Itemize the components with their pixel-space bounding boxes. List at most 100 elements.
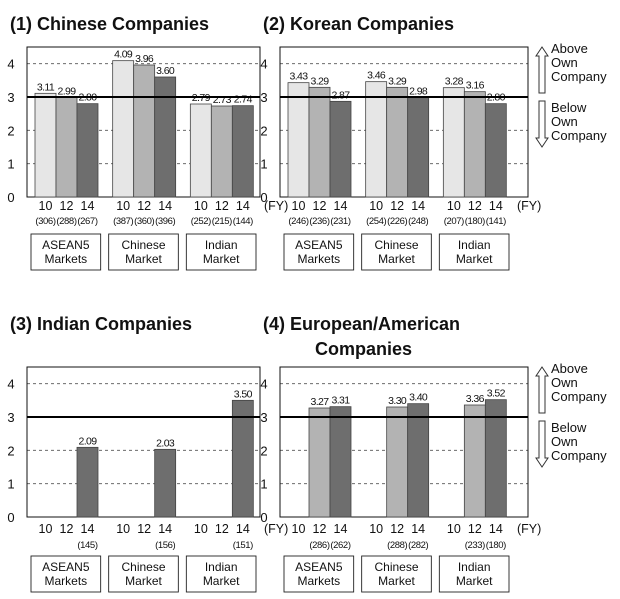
data-label: 2.74 <box>234 94 253 106</box>
market-name: Markets <box>297 252 340 266</box>
bar <box>231 399 254 518</box>
market-box <box>283 555 355 593</box>
x-tick-label: 12 <box>215 522 229 536</box>
legend-below-text: Company <box>551 128 607 143</box>
sample-size-label: (360) <box>134 216 154 227</box>
legend-above-text: Own <box>551 55 578 70</box>
chart-title: (2) Korean Companies <box>263 14 454 34</box>
bar <box>154 76 177 198</box>
bar <box>34 92 57 198</box>
bar <box>154 448 177 518</box>
y-tick-label: 2 <box>7 123 14 138</box>
data-label: 3.50 <box>234 388 253 400</box>
market-name: Market <box>378 252 415 266</box>
chart-title: (4) European/American <box>263 314 460 334</box>
data-label: 3.60 <box>156 65 175 77</box>
x-tick-label: 14 <box>158 199 172 213</box>
x-tick-label: 12 <box>390 522 404 536</box>
x-tick-label: 14 <box>158 522 172 536</box>
data-label: 3.40 <box>409 392 428 404</box>
data-label: 3.11 <box>37 81 55 93</box>
legend-below-text: Own <box>551 114 578 129</box>
x-tick-label: 12 <box>313 199 327 213</box>
market-box <box>438 555 510 593</box>
market-name: Market <box>125 574 162 588</box>
market-name: Chinese <box>121 238 165 252</box>
y-tick-label: 1 <box>260 477 267 492</box>
bar <box>112 60 135 198</box>
sample-size-label: (145) <box>77 540 97 551</box>
market-name: ASEAN5 <box>295 238 343 252</box>
data-label: 3.96 <box>135 53 154 65</box>
sample-size-label: (246) <box>288 216 308 227</box>
x-tick-label: 14 <box>411 522 425 536</box>
sample-size-label: (215) <box>212 216 232 227</box>
sample-size-label: (144) <box>233 216 253 227</box>
market-box <box>361 555 432 593</box>
y-tick-label: 0 <box>260 190 267 205</box>
data-label: 3.29 <box>388 75 407 87</box>
market-box <box>438 233 510 271</box>
data-label: 3.43 <box>289 71 308 83</box>
sample-size-label: (180) <box>465 216 485 227</box>
sample-size-label: (207) <box>444 216 464 227</box>
bar <box>463 91 486 198</box>
market-box <box>283 233 355 271</box>
x-tick-label: 12 <box>468 199 482 213</box>
data-label: 3.30 <box>388 395 407 407</box>
sample-size-label: (286) <box>309 540 329 551</box>
data-label: 3.36 <box>466 393 485 405</box>
y-tick-label: 2 <box>260 123 267 138</box>
chart-title: (3) Indian Companies <box>10 314 192 334</box>
chart-panel-2: (2) Korean Companies012343.4310(246)3.29… <box>260 14 607 271</box>
sample-size-label: (141) <box>486 216 506 227</box>
bar <box>287 82 310 198</box>
up-arrow-icon <box>535 366 549 414</box>
data-label: 3.46 <box>367 70 386 82</box>
x-tick-label: 12 <box>390 199 404 213</box>
y-tick-label: 0 <box>260 510 267 525</box>
x-tick-label: 10 <box>116 522 130 536</box>
y-tick-label: 4 <box>7 57 14 72</box>
market-name: Market <box>456 252 493 266</box>
market-name: Markets <box>44 574 87 588</box>
y-tick-label: 2 <box>260 443 267 458</box>
y-tick-label: 3 <box>7 90 14 105</box>
sample-size-label: (288) <box>387 540 407 551</box>
sample-size-label: (236) <box>309 216 329 227</box>
x-tick-label: 14 <box>81 522 95 536</box>
y-tick-label: 4 <box>260 57 267 72</box>
x-tick-label: 10 <box>39 522 53 536</box>
x-tick-label: 10 <box>292 522 306 536</box>
down-arrow-icon <box>535 100 549 148</box>
x-tick-label: 14 <box>411 199 425 213</box>
sample-size-label: (282) <box>408 540 428 551</box>
data-label: 2.99 <box>57 85 76 97</box>
chart-panel-4: (4) European/AmericanCompanies01234103.2… <box>260 314 607 593</box>
market-name: Indian <box>458 238 491 252</box>
bar <box>365 81 388 198</box>
data-label: 4.09 <box>114 49 133 61</box>
bar <box>231 105 254 198</box>
down-arrow-icon <box>535 420 549 468</box>
data-label: 2.09 <box>78 435 97 447</box>
bar <box>76 446 99 518</box>
sample-size-label: (151) <box>233 540 253 551</box>
sample-size-label: (306) <box>35 216 55 227</box>
data-label: 2.98 <box>409 86 428 98</box>
x-tick-label: 10 <box>194 522 208 536</box>
y-tick-label: 4 <box>7 377 14 392</box>
bar <box>189 103 212 198</box>
sample-size-label: (254) <box>366 216 386 227</box>
legend-below-text: Below <box>551 420 587 435</box>
x-tick-label: 14 <box>236 199 250 213</box>
bar <box>463 404 486 518</box>
x-tick-label: 14 <box>334 522 348 536</box>
bar <box>329 100 352 198</box>
market-name: Market <box>125 252 162 266</box>
market-name: ASEAN5 <box>295 560 343 574</box>
market-name: Market <box>378 574 415 588</box>
y-tick-label: 3 <box>260 410 267 425</box>
bar <box>484 399 507 518</box>
